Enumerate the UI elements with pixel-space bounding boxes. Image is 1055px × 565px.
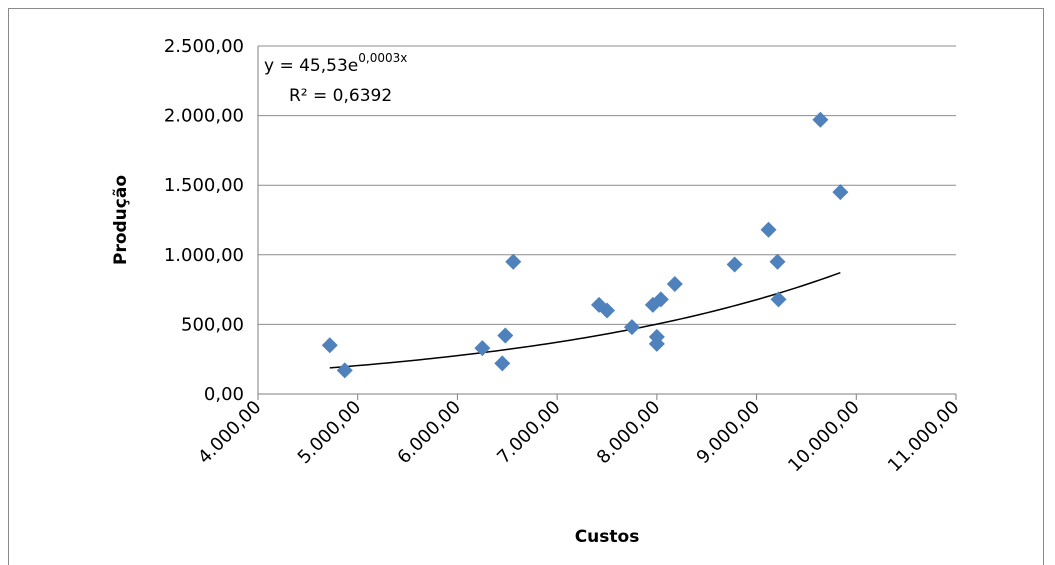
- y-tick-label: 500,00: [181, 314, 244, 335]
- data-point: [770, 291, 787, 308]
- x-tick-label: 11.000,00: [884, 397, 964, 477]
- gridlines: [258, 45, 956, 325]
- trendline-layer: [329, 271, 841, 369]
- data-point: [760, 221, 777, 238]
- data-points: [321, 111, 849, 379]
- data-point: [321, 337, 338, 354]
- x-tick-label: 7.000,00: [493, 397, 565, 469]
- x-axis-title: Custos: [575, 527, 640, 547]
- data-point: [497, 327, 514, 344]
- data-point: [474, 340, 491, 357]
- x-tick-label: 8.000,00: [593, 397, 665, 469]
- trendline-equation-base: y = 45,53e: [264, 56, 358, 76]
- data-point: [769, 253, 786, 270]
- data-point: [812, 111, 829, 128]
- data-point: [726, 256, 743, 273]
- data-point: [623, 319, 640, 336]
- y-tick-label: 1.000,00: [164, 245, 244, 266]
- x-tick-label: 6.000,00: [393, 397, 465, 469]
- axes: [257, 46, 957, 400]
- data-point: [505, 253, 522, 270]
- x-tick-label: 4.000,00: [194, 397, 266, 469]
- x-tick-label: 5.000,00: [294, 397, 366, 469]
- trendline-equation: y = 45,53e0,0003x: [264, 51, 407, 76]
- chart-frame: [8, 8, 1044, 565]
- data-point: [494, 355, 511, 372]
- x-tick-label: 9.000,00: [693, 397, 765, 469]
- data-point: [648, 335, 665, 352]
- y-tick-label: 1.500,00: [164, 175, 244, 196]
- data-point: [652, 291, 669, 308]
- data-point: [599, 302, 615, 319]
- trendline-curve: [329, 271, 841, 369]
- trendline-equation-exponent: 0,0003x: [358, 51, 407, 65]
- data-point: [666, 276, 683, 293]
- y-axis-title: Produção: [111, 175, 131, 265]
- y-tick-label: 0,00: [204, 384, 244, 405]
- y-tick-label: 2.500,00: [164, 36, 244, 57]
- x-tick-label: 10.000,00: [784, 397, 864, 477]
- data-point: [336, 362, 353, 379]
- y-tick-label: 2.000,00: [164, 106, 244, 127]
- y-tick-labels: 0,00 500,00 1.000,00 1.500,00 2.000,00 2.500,…: [164, 36, 244, 405]
- data-point: [832, 184, 849, 201]
- trendline-r-squared: R² = 0,6392: [289, 86, 392, 106]
- x-tick-labels: 4.000,00 5.000,00 6.000,00 7.000,00 8.000,00…: [194, 397, 964, 477]
